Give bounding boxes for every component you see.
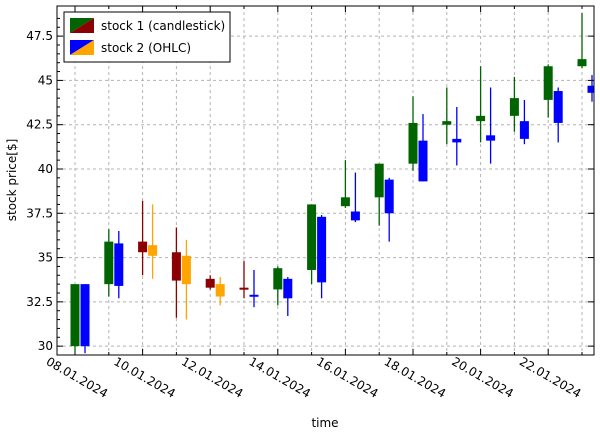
plot-frame [56,5,595,356]
candle-body [181,255,191,285]
candle-stock-2 [553,87,563,143]
candle-body [283,278,293,299]
y-axis-ticks: 30 32.5 35 37.5 40 42.5 45 47.5 [26,17,594,353]
x-tick-label: 22.01.2024 [517,354,584,400]
x-axis-label: time [311,416,338,430]
candle-stock-2 [114,230,124,299]
candle-stock-1 [408,96,418,171]
candle-body [350,211,360,221]
candle-body [138,241,148,253]
candle-body [587,85,594,93]
y-tick-label: 40 [38,162,53,176]
candle-stock-2 [519,99,529,145]
candle-stock-1 [239,261,249,299]
candle-stock-1 [374,163,384,226]
x-axis-ticks: 08.01.2024 10.01.2024 12.01.2024 14.01.2024… [44,6,584,401]
candle-body [418,140,428,182]
y-tick-label: 47.5 [26,29,53,43]
candle-body [307,204,317,270]
candle-body [509,98,519,116]
candle-stock-2 [181,239,191,320]
candle-body [70,284,80,347]
y-tick-label: 32.5 [26,295,53,309]
candle-stock-2 [486,87,496,164]
x-tick-label: 18.01.2024 [382,354,449,400]
candle-stock-2 [317,215,327,299]
x-tick-label: 16.01.2024 [314,354,381,400]
candle-body [577,59,587,67]
candle-body [249,294,259,297]
candle-body [80,284,90,347]
y-tick-label: 30 [38,339,53,353]
candle-stock-2 [384,177,394,242]
candle-stock-1 [138,200,148,276]
candle-body [442,121,452,125]
candle-stock-1 [273,266,283,306]
candle-stock-1 [577,13,587,69]
candle-body [519,121,529,139]
candle-body [239,287,249,290]
y-tick-label: 35 [38,251,53,265]
candle-stock-1 [543,64,553,118]
candle-stock-2 [148,204,158,279]
candle-stock-2 [249,269,259,308]
candle-stock-2 [587,75,594,102]
candle-body [171,252,181,281]
candle-stock-2 [283,277,293,317]
candle-stock-1 [205,275,215,290]
candle-body [340,197,350,207]
x-tick-label: 20.01.2024 [449,354,516,400]
candle-body [452,138,462,143]
candle-stock-2 [350,172,360,223]
candle-stock-1 [70,284,80,354]
candle-body [317,216,327,283]
legend-swatch-stock-2 [70,40,94,55]
y-tick-label: 37.5 [26,206,53,220]
candle-stock-1 [509,76,519,132]
x-tick-label: 08.01.2024 [44,354,111,400]
candle-body [205,278,215,288]
candle-stock-1 [171,227,181,318]
candle-stock-2 [80,284,90,354]
candle-stock-1 [104,229,114,297]
candle-body [104,241,114,285]
candle-body [543,66,553,100]
series-stock-2 [80,75,594,354]
candle-stock-1 [476,66,486,143]
candle-body [215,284,225,297]
y-axis-label: stock price[$] [5,139,19,222]
candle-body [553,91,563,123]
x-tick-label: 10.01.2024 [111,354,178,400]
y-tick-label: 45 [38,73,53,87]
candle-stock-2 [452,106,462,166]
x-tick-label: 14.01.2024 [247,354,314,400]
y-tick-label: 42.5 [26,118,53,132]
candle-body [408,122,418,164]
candle-body [384,179,394,214]
legend-swatch-stock-1 [70,18,94,33]
candle-stock-1 [307,204,317,285]
candle-stock-2 [215,277,225,306]
candle-stock-1 [340,160,350,208]
candle-body [374,163,384,198]
candle-stock-2 [418,114,428,182]
candle-body [486,135,496,141]
candle-body [148,245,158,256]
candle-body [114,243,124,286]
candle-stock-1 [442,87,452,145]
series-stock-1 [70,13,587,354]
candle-body [273,268,283,290]
x-tick-label: 12.01.2024 [179,354,246,400]
legend-label-stock-2: stock 2 (OHLC) [101,41,191,55]
legend-label-stock-1: stock 1 (candlestick) [101,19,225,33]
legend: stock 1 (candlestick) stock 2 (OHLC) [63,11,231,63]
candle-body [476,115,486,122]
